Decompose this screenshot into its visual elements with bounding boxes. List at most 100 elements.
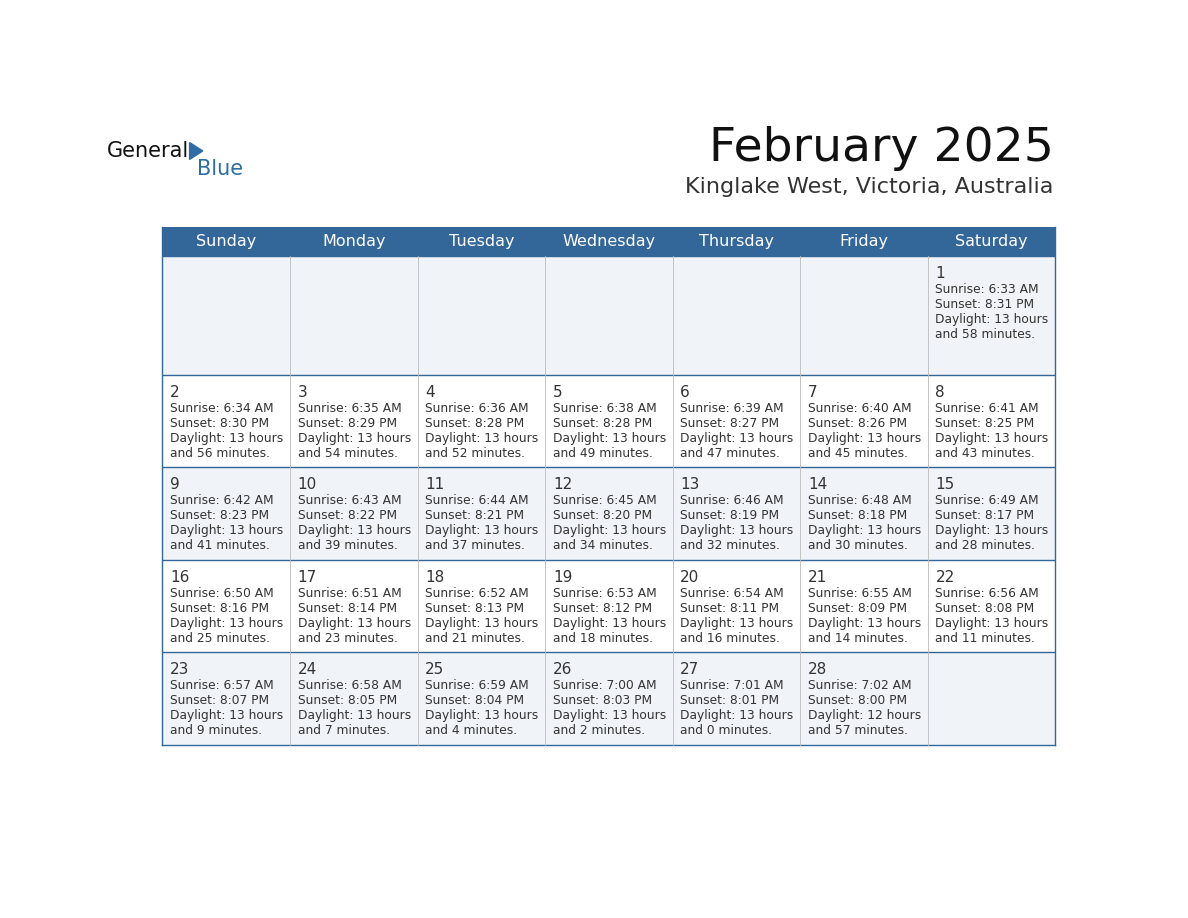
Text: and 23 minutes.: and 23 minutes.: [298, 632, 398, 644]
Bar: [163, 375, 1055, 467]
Text: 5: 5: [552, 385, 562, 400]
Text: and 32 minutes.: and 32 minutes.: [681, 540, 781, 553]
Text: Sunrise: 7:00 AM: Sunrise: 7:00 AM: [552, 679, 657, 692]
Text: Sunset: 8:23 PM: Sunset: 8:23 PM: [170, 509, 270, 522]
Text: Sunset: 8:05 PM: Sunset: 8:05 PM: [298, 694, 397, 707]
Polygon shape: [190, 142, 203, 160]
Text: Sunset: 8:18 PM: Sunset: 8:18 PM: [808, 509, 908, 522]
Text: 19: 19: [552, 570, 573, 585]
Text: and 39 minutes.: and 39 minutes.: [298, 540, 398, 553]
Text: Sunrise: 6:58 AM: Sunrise: 6:58 AM: [298, 679, 402, 692]
Text: and 52 minutes.: and 52 minutes.: [425, 447, 525, 460]
Text: Sunrise: 7:02 AM: Sunrise: 7:02 AM: [808, 679, 911, 692]
Text: Sunrise: 6:52 AM: Sunrise: 6:52 AM: [425, 587, 529, 599]
Text: and 0 minutes.: and 0 minutes.: [681, 724, 772, 737]
Text: Daylight: 13 hours: Daylight: 13 hours: [170, 710, 284, 722]
Text: Sunset: 8:31 PM: Sunset: 8:31 PM: [935, 297, 1035, 310]
Text: and 14 minutes.: and 14 minutes.: [808, 632, 908, 644]
Text: Sunrise: 6:46 AM: Sunrise: 6:46 AM: [681, 495, 784, 508]
Text: and 57 minutes.: and 57 minutes.: [808, 724, 908, 737]
Text: Daylight: 13 hours: Daylight: 13 hours: [808, 524, 921, 537]
Text: and 2 minutes.: and 2 minutes.: [552, 724, 645, 737]
Text: and 43 minutes.: and 43 minutes.: [935, 447, 1035, 460]
Text: 26: 26: [552, 662, 573, 677]
Text: Sunrise: 6:48 AM: Sunrise: 6:48 AM: [808, 495, 911, 508]
Text: General: General: [107, 141, 189, 161]
Text: and 54 minutes.: and 54 minutes.: [298, 447, 398, 460]
Text: Daylight: 13 hours: Daylight: 13 hours: [552, 617, 666, 630]
Text: Daylight: 13 hours: Daylight: 13 hours: [298, 524, 411, 537]
Text: 4: 4: [425, 385, 435, 400]
Text: Sunset: 8:12 PM: Sunset: 8:12 PM: [552, 602, 652, 615]
Text: 9: 9: [170, 477, 179, 492]
Text: Daylight: 13 hours: Daylight: 13 hours: [425, 617, 538, 630]
Text: Daylight: 13 hours: Daylight: 13 hours: [681, 710, 794, 722]
Text: Daylight: 13 hours: Daylight: 13 hours: [935, 524, 1049, 537]
Text: 15: 15: [935, 477, 955, 492]
Text: Daylight: 13 hours: Daylight: 13 hours: [425, 710, 538, 722]
Text: Daylight: 13 hours: Daylight: 13 hours: [170, 617, 284, 630]
Bar: [163, 467, 1055, 560]
Text: 20: 20: [681, 570, 700, 585]
Text: and 25 minutes.: and 25 minutes.: [170, 632, 270, 644]
Text: and 47 minutes.: and 47 minutes.: [681, 447, 781, 460]
Text: Sunrise: 6:38 AM: Sunrise: 6:38 AM: [552, 402, 657, 415]
Text: Sunset: 8:29 PM: Sunset: 8:29 PM: [298, 417, 397, 430]
Text: Sunset: 8:04 PM: Sunset: 8:04 PM: [425, 694, 524, 707]
Text: Daylight: 13 hours: Daylight: 13 hours: [552, 432, 666, 445]
Text: Daylight: 13 hours: Daylight: 13 hours: [808, 617, 921, 630]
Text: and 37 minutes.: and 37 minutes.: [425, 540, 525, 553]
Text: Sunset: 8:30 PM: Sunset: 8:30 PM: [170, 417, 270, 430]
Text: Daylight: 13 hours: Daylight: 13 hours: [298, 617, 411, 630]
Text: 6: 6: [681, 385, 690, 400]
Text: and 21 minutes.: and 21 minutes.: [425, 632, 525, 644]
Text: Sunset: 8:20 PM: Sunset: 8:20 PM: [552, 509, 652, 522]
Text: 18: 18: [425, 570, 444, 585]
Text: Sunrise: 6:49 AM: Sunrise: 6:49 AM: [935, 495, 1040, 508]
Text: Sunset: 8:25 PM: Sunset: 8:25 PM: [935, 417, 1035, 430]
Text: Daylight: 13 hours: Daylight: 13 hours: [298, 710, 411, 722]
Text: 25: 25: [425, 662, 444, 677]
Text: Daylight: 13 hours: Daylight: 13 hours: [935, 432, 1049, 445]
Text: Sunrise: 6:51 AM: Sunrise: 6:51 AM: [298, 587, 402, 599]
Text: Sunset: 8:14 PM: Sunset: 8:14 PM: [298, 602, 397, 615]
Text: 22: 22: [935, 570, 955, 585]
Text: 27: 27: [681, 662, 700, 677]
Text: and 45 minutes.: and 45 minutes.: [808, 447, 908, 460]
Text: 14: 14: [808, 477, 827, 492]
Text: Tuesday: Tuesday: [449, 234, 514, 249]
Bar: [163, 560, 1055, 653]
Text: Sunset: 8:08 PM: Sunset: 8:08 PM: [935, 602, 1035, 615]
Text: and 34 minutes.: and 34 minutes.: [552, 540, 652, 553]
Text: and 41 minutes.: and 41 minutes.: [170, 540, 270, 553]
Text: Sunset: 8:09 PM: Sunset: 8:09 PM: [808, 602, 908, 615]
Text: Sunrise: 6:40 AM: Sunrise: 6:40 AM: [808, 402, 911, 415]
Text: 17: 17: [298, 570, 317, 585]
Text: Sunrise: 6:39 AM: Sunrise: 6:39 AM: [681, 402, 784, 415]
Text: Sunrise: 6:53 AM: Sunrise: 6:53 AM: [552, 587, 657, 599]
Text: Monday: Monday: [322, 234, 386, 249]
Text: Daylight: 13 hours: Daylight: 13 hours: [552, 710, 666, 722]
Text: and 30 minutes.: and 30 minutes.: [808, 540, 908, 553]
Text: Sunset: 8:26 PM: Sunset: 8:26 PM: [808, 417, 908, 430]
Text: Sunset: 8:07 PM: Sunset: 8:07 PM: [170, 694, 270, 707]
Text: Sunrise: 6:44 AM: Sunrise: 6:44 AM: [425, 495, 529, 508]
Text: and 7 minutes.: and 7 minutes.: [298, 724, 390, 737]
Text: Daylight: 13 hours: Daylight: 13 hours: [425, 432, 538, 445]
Text: Thursday: Thursday: [699, 234, 773, 249]
Text: Blue: Blue: [196, 159, 242, 179]
Text: 11: 11: [425, 477, 444, 492]
Text: 3: 3: [298, 385, 308, 400]
Text: Daylight: 13 hours: Daylight: 13 hours: [935, 617, 1049, 630]
Text: Saturday: Saturday: [955, 234, 1028, 249]
Text: Sunday: Sunday: [196, 234, 257, 249]
Text: Sunset: 8:13 PM: Sunset: 8:13 PM: [425, 602, 524, 615]
Text: 12: 12: [552, 477, 573, 492]
Text: 23: 23: [170, 662, 190, 677]
Text: Sunrise: 6:59 AM: Sunrise: 6:59 AM: [425, 679, 529, 692]
Text: 2: 2: [170, 385, 179, 400]
Text: and 58 minutes.: and 58 minutes.: [935, 328, 1036, 341]
Text: and 11 minutes.: and 11 minutes.: [935, 632, 1035, 644]
Text: Daylight: 13 hours: Daylight: 13 hours: [935, 313, 1049, 326]
Text: Daylight: 13 hours: Daylight: 13 hours: [681, 617, 794, 630]
